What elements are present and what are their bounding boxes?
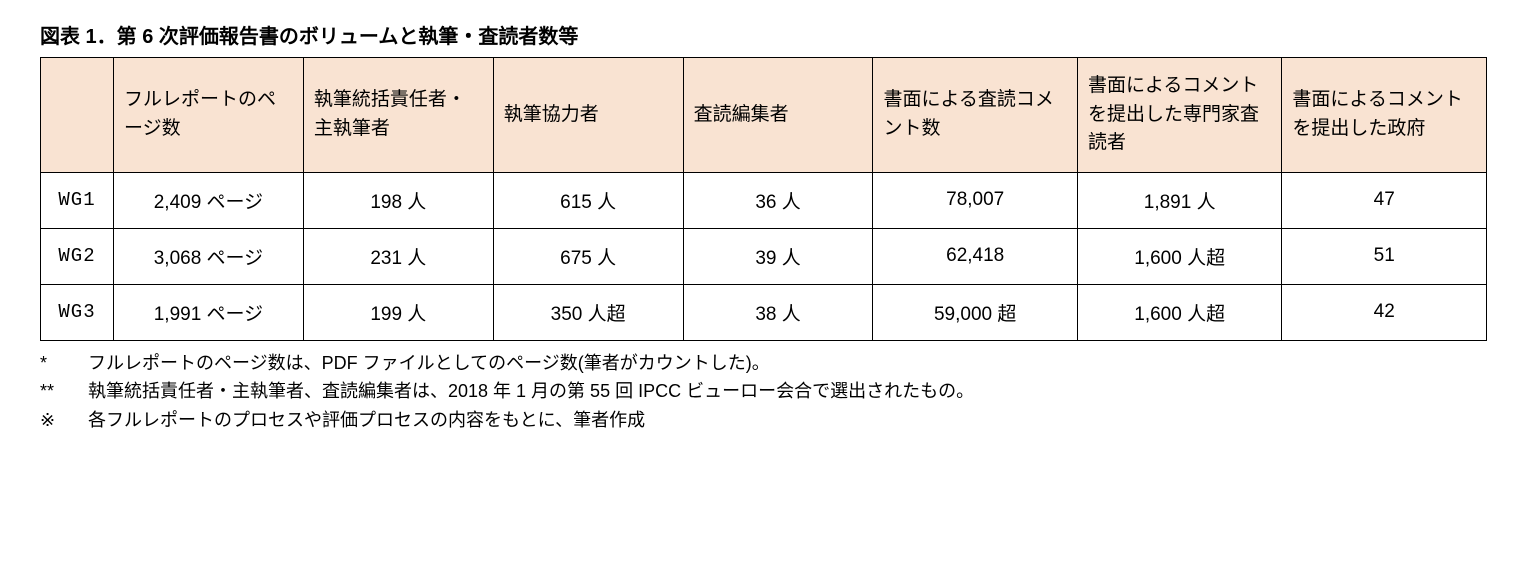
table-header-row: フルレポートのページ数 執筆統括責任者・主執筆者 執筆協力者 査読編集者 書面に… [41,58,1487,173]
header-col-comments: 書面による査読コメント数 [873,58,1077,173]
footnote-mark: ** [40,377,88,406]
row-label: WG2 [41,228,114,284]
footnote-mark: ※ [40,406,88,435]
footnote-mark: * [40,349,88,378]
footnotes: * フルレポートのページ数は、PDF ファイルとしてのページ数(筆者がカウントし… [40,349,1487,435]
header-col-expert-reviewers: 書面によるコメントを提出した専門家査読者 [1077,58,1281,173]
table-title: 図表 1．第 6 次評価報告書のボリュームと執筆・査読者数等 [40,20,1487,49]
cell: 59,000 超 [873,284,1077,340]
cell: 1,600 人超 [1077,284,1281,340]
cell: 36 人 [683,172,873,228]
cell: 199 人 [303,284,493,340]
footnote-text: 各フルレポートのプロセスや評価プロセスの内容をもとに、筆者作成 [88,406,645,435]
cell: 2,409 ページ [114,172,304,228]
header-col-govts: 書面によるコメントを提出した政府 [1282,58,1487,173]
cell: 231 人 [303,228,493,284]
header-col-lead-authors: 執筆統括責任者・主執筆者 [303,58,493,173]
header-col-review-editors: 査読編集者 [683,58,873,173]
cell: 51 [1282,228,1487,284]
header-col-contrib-authors: 執筆協力者 [493,58,683,173]
cell: 1,991 ページ [114,284,304,340]
table-row: WG2 3,068 ページ 231 人 675 人 39 人 62,418 1,… [41,228,1487,284]
header-col-pages: フルレポートのページ数 [114,58,304,173]
cell: 615 人 [493,172,683,228]
footnote: ※ 各フルレポートのプロセスや評価プロセスの内容をもとに、筆者作成 [40,406,1487,435]
row-label: WG1 [41,172,114,228]
row-label: WG3 [41,284,114,340]
header-corner [41,58,114,173]
footnote-text: 執筆統括責任者・主執筆者、査読編集者は、2018 年 1 月の第 55 回 IP… [88,377,974,406]
footnote-text: フルレポートのページ数は、PDF ファイルとしてのページ数(筆者がカウントした)… [88,349,770,378]
cell: 39 人 [683,228,873,284]
cell: 675 人 [493,228,683,284]
table-row: WG3 1,991 ページ 199 人 350 人超 38 人 59,000 超… [41,284,1487,340]
cell: 78,007 [873,172,1077,228]
cell: 38 人 [683,284,873,340]
cell: 3,068 ページ [114,228,304,284]
data-table: フルレポートのページ数 執筆統括責任者・主執筆者 執筆協力者 査読編集者 書面に… [40,57,1487,341]
cell: 350 人超 [493,284,683,340]
table-row: WG1 2,409 ページ 198 人 615 人 36 人 78,007 1,… [41,172,1487,228]
footnote: ** 執筆統括責任者・主執筆者、査読編集者は、2018 年 1 月の第 55 回… [40,377,1487,406]
cell: 62,418 [873,228,1077,284]
cell: 47 [1282,172,1487,228]
footnote: * フルレポートのページ数は、PDF ファイルとしてのページ数(筆者がカウントし… [40,349,1487,378]
cell: 1,891 人 [1077,172,1281,228]
cell: 1,600 人超 [1077,228,1281,284]
cell: 42 [1282,284,1487,340]
cell: 198 人 [303,172,493,228]
